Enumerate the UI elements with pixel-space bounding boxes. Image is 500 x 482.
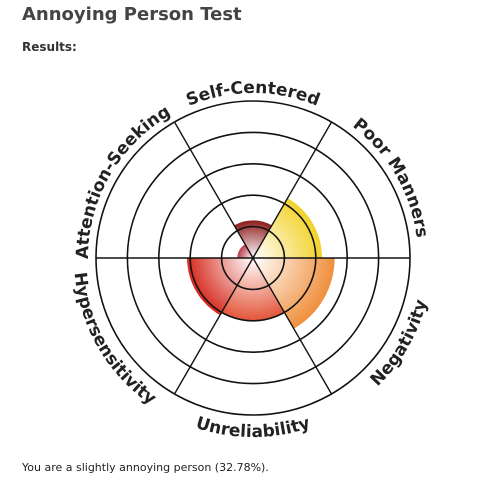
spoke [252,257,333,395]
category-label: Unreliability [194,413,313,442]
category-label: Self-Centered [183,78,322,111]
category-label-path: Hypersensitivity [70,271,160,409]
category-label: Hypersensitivity [70,271,160,409]
result-text: You are a slightly annoying person (32.7… [22,461,269,474]
sector [253,258,335,329]
category-label-path: Poor Manners [349,114,432,239]
chart: Self-Centered Poor Manners Negativity Unrel… [70,78,432,442]
sector [187,258,253,316]
category-label: Poor Manners [349,114,432,239]
spoke [252,121,333,259]
category-label-path: Self-Centered [183,78,322,111]
sector [234,220,272,258]
subtitle: Results: [22,40,77,54]
category-label-path: Attention-Seeking [73,102,174,259]
category-label-path: Negativity [367,297,432,390]
page-title: Annoying Person Test [22,4,242,25]
spoke [173,121,254,259]
spoke [173,257,254,395]
sector [253,198,323,258]
category-label: Attention-Seeking [73,102,174,259]
sector [237,244,253,258]
category-label-path: Unreliability [194,413,313,442]
category-label: Negativity [367,297,432,390]
